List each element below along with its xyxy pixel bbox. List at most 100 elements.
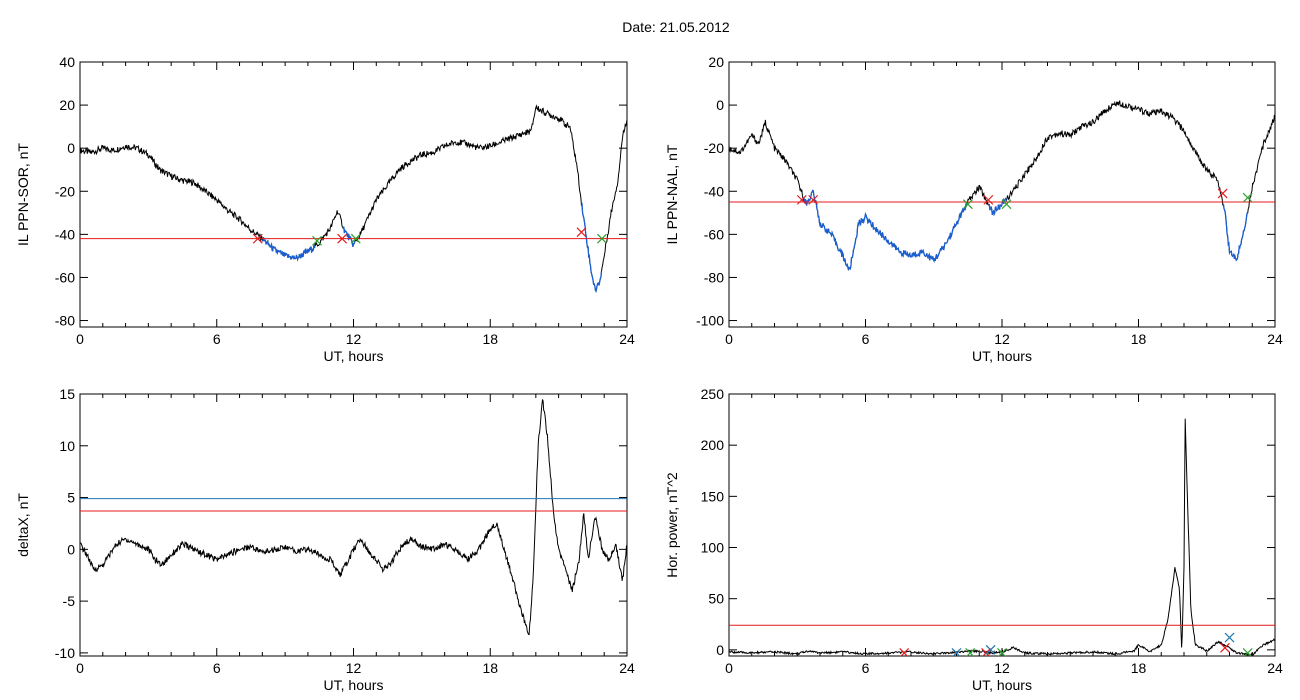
figure-title: Date: 21.05.2012: [622, 19, 730, 35]
event-marker: [1242, 192, 1253, 203]
y-axis-label: IL PPN-NAL, nT: [664, 144, 680, 244]
y-tick-label: -20: [55, 183, 75, 199]
x-axis-label: UT, hours: [972, 677, 1032, 693]
event-marker: [985, 644, 996, 655]
panel-deltax: 0 6 12 18 24 -10 -5 0 5 10 15 UT, hours deltaX, nT: [15, 386, 635, 693]
event-marker-stroke: [1001, 199, 1012, 210]
event-marker-stroke: [1217, 188, 1228, 199]
y-tick-label: 20: [59, 97, 75, 113]
event-marker-stroke: [900, 648, 910, 656]
y-tick-label: 10: [59, 438, 75, 454]
y-tick-label: -20: [704, 140, 724, 156]
event-marker: [1001, 199, 1012, 210]
event-marker: [997, 648, 1007, 656]
x-tick-label: 12: [994, 660, 1010, 676]
event-marker: [337, 233, 348, 244]
event-marker: [808, 194, 819, 205]
event-marker-stroke: [998, 648, 1007, 656]
event-marker-stroke: [576, 227, 587, 238]
x-tick-label: 18: [482, 331, 498, 347]
y-tick-label: 100: [701, 540, 725, 556]
highlight-segment: [342, 226, 356, 247]
event-marker-stroke: [796, 194, 807, 205]
y-tick-label: -10: [55, 645, 75, 661]
plot-frame: [79, 61, 628, 328]
event-marker-stroke: [1220, 642, 1230, 653]
event-marker: [1242, 648, 1253, 656]
y-tick-label: 40: [59, 54, 75, 70]
x-tick-label: 18: [482, 660, 498, 676]
event-marker-stroke: [337, 233, 348, 244]
highlight-segment: [580, 202, 603, 293]
x-tick-label: 0: [725, 660, 733, 676]
plot-area: [729, 100, 1275, 271]
event-marker-stroke: [1243, 648, 1253, 656]
x-tick-label: 12: [346, 331, 362, 347]
x-axis-label: UT, hours: [324, 348, 384, 364]
x-tick-label: 0: [725, 331, 733, 347]
plot-area: [729, 418, 1275, 656]
y-tick-label: 0: [67, 541, 75, 557]
event-marker-stroke: [1224, 632, 1235, 643]
x-tick-label: 0: [76, 331, 84, 347]
y-tick-label: 50: [708, 591, 724, 607]
y-tick-label: 150: [701, 488, 725, 504]
event-marker-stroke: [808, 194, 819, 205]
y-tick-label: 0: [716, 97, 724, 113]
series-line: [729, 418, 1275, 656]
event-marker: [252, 233, 263, 244]
event-marker-stroke: [982, 648, 991, 656]
highlight-segment: [1222, 203, 1248, 262]
event-marker: [965, 648, 976, 656]
y-tick-label: -40: [55, 226, 75, 242]
panel-nal: 0 6 12 18 24 -100 -80 -60 -40 -20 0 20 UT, hours IL P…: [664, 54, 1283, 364]
highlight-segment: [803, 189, 969, 271]
event-marker-stroke: [597, 233, 607, 244]
plot-frame: [728, 393, 1276, 657]
x-tick-label: 6: [862, 331, 870, 347]
series-line: [729, 100, 1275, 271]
x-tick-label: 6: [213, 660, 221, 676]
event-marker: [1217, 188, 1228, 199]
y-tick-label: -80: [55, 313, 75, 329]
event-marker-stroke: [1242, 192, 1253, 203]
panel-sor: 0 6 12 18 24 -80 -60 -40 -20 0 20 40 UT, hours IL PPN…: [15, 54, 635, 364]
event-marker: [981, 648, 991, 656]
y-tick-label: 20: [708, 54, 724, 70]
plot-frame: [79, 393, 628, 657]
x-tick-label: 12: [346, 660, 362, 676]
y-tick-label: -80: [704, 269, 724, 285]
event-marker-stroke: [966, 648, 976, 656]
event-marker-stroke: [985, 644, 996, 655]
y-tick-label: -100: [696, 313, 724, 329]
y-axis-label: IL PPN-SOR, nT: [15, 143, 31, 246]
x-tick-label: 6: [862, 660, 870, 676]
event-marker-stroke: [312, 235, 322, 246]
x-tick-label: 18: [1131, 331, 1147, 347]
event-marker: [1224, 632, 1235, 643]
y-tick-label: -60: [704, 226, 724, 242]
y-tick-label: -40: [704, 183, 724, 199]
x-axis-label: UT, hours: [972, 348, 1032, 364]
x-tick-label: 6: [213, 331, 221, 347]
plot-area: [80, 104, 627, 293]
event-marker: [796, 194, 807, 205]
y-tick-label: 200: [701, 437, 725, 453]
y-tick-label: 0: [67, 140, 75, 156]
y-tick-label: 250: [701, 386, 725, 402]
event-marker: [899, 648, 910, 656]
plot-area: [80, 399, 627, 636]
event-marker: [576, 227, 587, 238]
x-axis-label: UT, hours: [324, 677, 384, 693]
event-marker: [350, 233, 361, 244]
event-marker-stroke: [962, 199, 973, 210]
y-tick-label: 15: [59, 386, 75, 402]
event-marker-stroke: [952, 648, 962, 656]
event-marker: [962, 199, 973, 210]
x-tick-label: 24: [1267, 660, 1283, 676]
event-marker: [597, 233, 607, 244]
event-marker-stroke: [252, 233, 263, 244]
y-tick-label: 0: [716, 642, 724, 658]
x-tick-label: 24: [619, 331, 635, 347]
